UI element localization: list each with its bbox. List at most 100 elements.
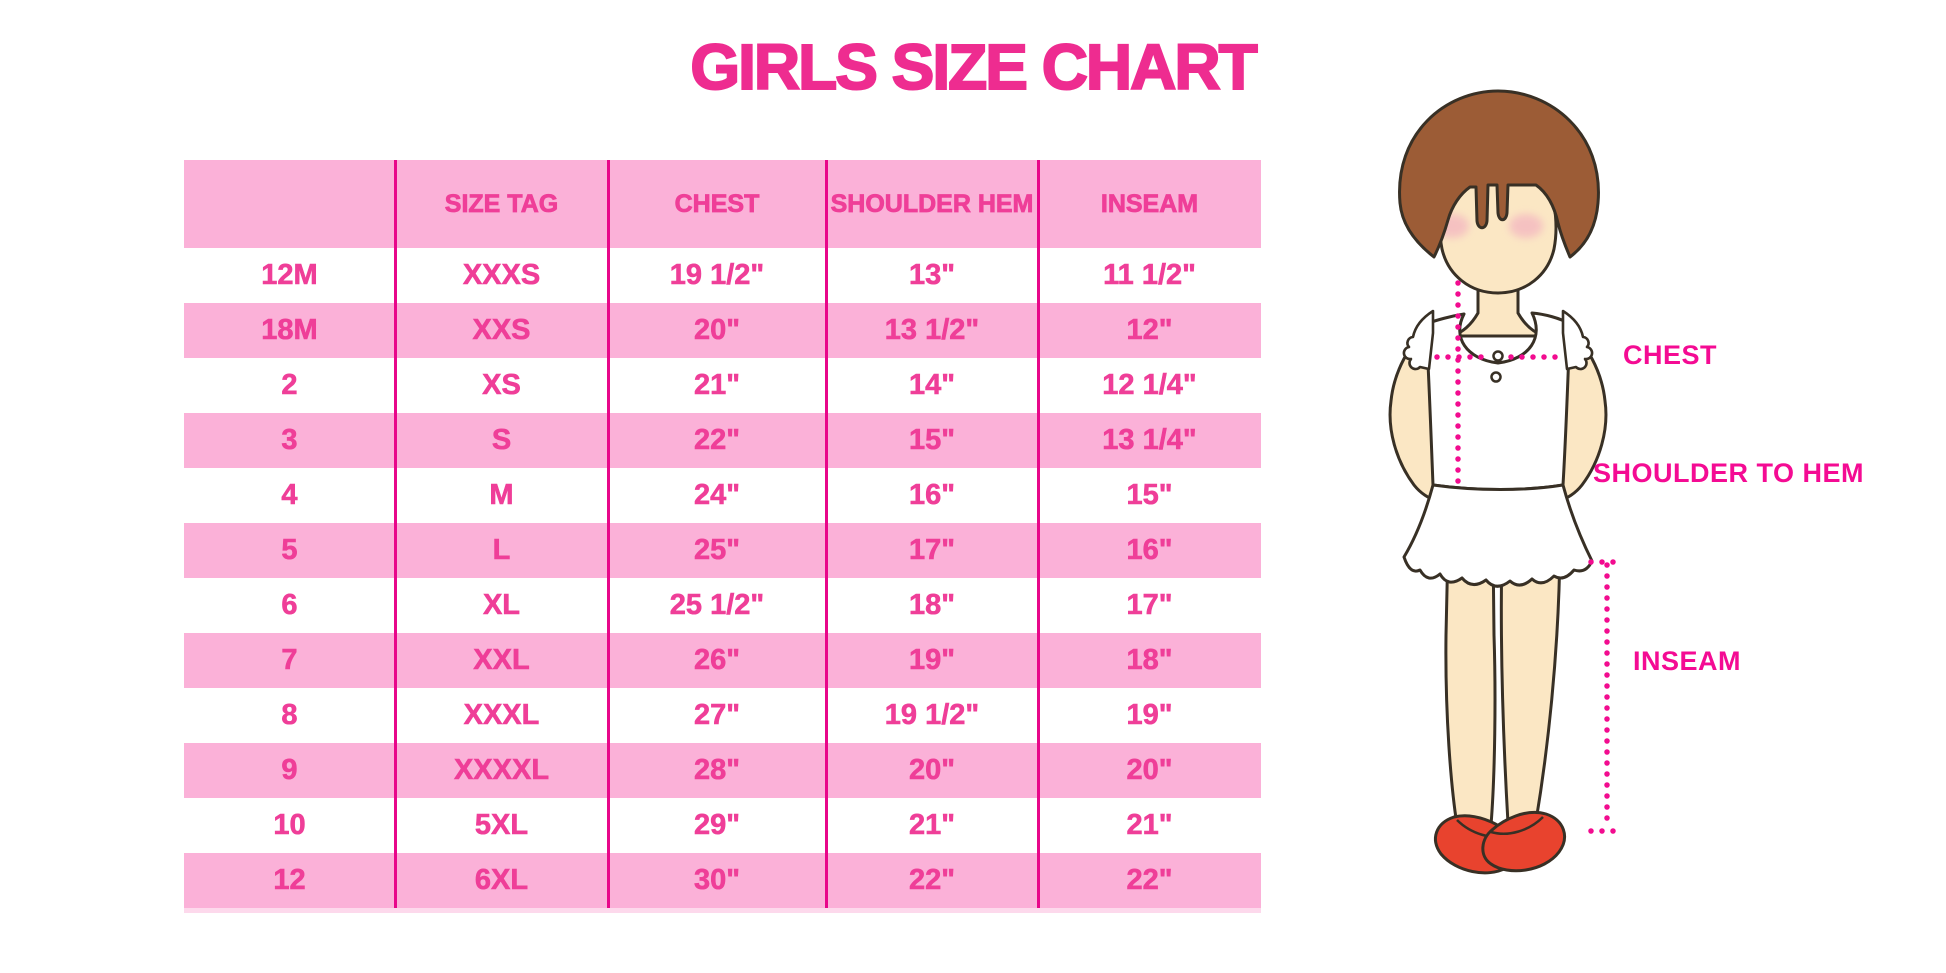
table-cell: 13" [908, 259, 956, 292]
table-cell: 3 [281, 424, 298, 457]
table-cell: 20" [1126, 754, 1173, 787]
table-cell: XXS [472, 314, 531, 347]
table-cell: 25 1/2" [669, 589, 765, 622]
table-row: 2 XS 21" 14" 12 1/4" [184, 358, 1261, 413]
table-cell: 8 [281, 699, 298, 732]
table-cell: XXXXL [453, 754, 550, 787]
girl-hair [1398, 89, 1600, 259]
table-row: SIZE TAG CHEST SHOULDER HEM INSEAM [184, 160, 1261, 248]
column-header [184, 160, 395, 248]
table-cell: 20" [693, 314, 741, 347]
table-cell: 6XL [474, 864, 529, 897]
chest-label: CHEST [1623, 340, 1718, 370]
table-cell: 12M [261, 259, 318, 292]
table-row: 6 XL 25 1/2" 18" 17" [184, 578, 1261, 633]
table-cell: 18" [1126, 644, 1173, 677]
column-divider [606, 160, 610, 908]
table-cell: 19 1/2" [884, 699, 980, 732]
table-row: 7 XXL 26" 19" 18" [184, 633, 1261, 688]
table-cell: M [489, 479, 514, 512]
table-cell: 25" [693, 534, 741, 567]
table-cell: 7 [281, 644, 298, 677]
table-cell: 24" [693, 479, 741, 512]
table-row: 9 XXXXL 28" 20" 20" [184, 743, 1261, 798]
table-row: 4 M 24" 16" 15" [184, 468, 1261, 523]
table-cell: 16" [1126, 534, 1173, 567]
column-header: SIZE TAG [444, 189, 559, 218]
measurement-figure: CHEST SHOULDER TO HEM INSEAM [1330, 75, 1946, 935]
shoulder-to-hem-label: SHOULDER TO HEM [1593, 458, 1865, 488]
table-row: 12M XXXS 19 1/2" 13" 11 1/2" [184, 248, 1261, 303]
button-bottom [1490, 371, 1502, 383]
table-cell: 21" [1126, 809, 1173, 842]
column-divider [824, 160, 828, 908]
table-cell: 10 [273, 809, 306, 842]
table-cell: 26" [693, 644, 741, 677]
table-cell: 9 [281, 754, 298, 787]
table-cell: 27" [693, 699, 741, 732]
table-cell: XXXS [462, 259, 541, 292]
table-cell: 15" [1126, 479, 1173, 512]
table-cell: L [492, 534, 511, 567]
ruffle-left [1402, 309, 1435, 371]
table-cell: S [491, 424, 512, 457]
red-shoes [1434, 811, 1566, 875]
table-cell: 29" [693, 809, 741, 842]
table-cell: 4 [281, 479, 298, 512]
column-divider [1036, 160, 1040, 908]
table-cell: 13 1/4" [1102, 424, 1197, 457]
table-cell: 17" [1126, 589, 1173, 622]
table-row: 18M XXS 20" 13 1/2" 12" [184, 303, 1261, 358]
table-row: 8 XXXL 27" 19 1/2" 19" [184, 688, 1261, 743]
table-cell: 28" [693, 754, 741, 787]
table-cell: 12" [1126, 314, 1173, 347]
table-cell: 18" [908, 589, 956, 622]
table-cell: 14" [908, 369, 956, 402]
table-cell: 20" [908, 754, 956, 787]
column-divider [393, 160, 397, 908]
table-cell: 18M [261, 314, 318, 347]
table-header-row: SIZE TAG CHEST SHOULDER HEM INSEAM [184, 160, 1261, 248]
dress-skirt [1402, 483, 1594, 588]
table-body: 12M XXXS 19 1/2" 13" 11 1/2" 18M XXS 20" 13 1/2"… [184, 248, 1261, 908]
page-title: GIRLS SIZE CHART [689, 30, 1258, 104]
table-cell: 5 [281, 534, 298, 567]
girls-size-table: SIZE TAG CHEST SHOULDER HEM INSEAM 12M XXXS 1… [184, 160, 1261, 913]
table-cell: 13 1/2" [884, 314, 980, 347]
table-cell: XXXL [463, 699, 540, 732]
table-cell: 11 1/2" [1103, 259, 1196, 292]
table-cell: 30" [693, 864, 741, 897]
table-cell: XXL [473, 644, 530, 677]
table-row: 12 6XL 30" 22" 22" [184, 853, 1261, 908]
table-cell: 22" [1126, 864, 1173, 897]
table-cell: 2 [281, 369, 298, 402]
button-top [1492, 350, 1504, 362]
inseam-label: INSEAM [1633, 646, 1742, 676]
column-header: SHOULDER HEM [830, 189, 1034, 218]
table-cell: 19" [908, 644, 956, 677]
table-cell: 16" [908, 479, 956, 512]
girl-legs [1444, 543, 1562, 839]
table-cell: 12 [273, 864, 306, 897]
table-cell: 21" [693, 369, 741, 402]
table-cell: 19" [1126, 699, 1173, 732]
table-cell: 12 1/4" [1102, 369, 1197, 402]
table-cell: 21" [908, 809, 956, 842]
ruffle-right [1561, 309, 1594, 371]
table-cell: 19 1/2" [669, 259, 765, 292]
table-cell: 22" [693, 424, 741, 457]
table-row: 3 S 22" 15" 13 1/4" [184, 413, 1261, 468]
blush-right [1509, 214, 1543, 238]
table-bottom-edge [184, 908, 1261, 913]
column-header: CHEST [674, 189, 760, 218]
table-cell: 15" [908, 424, 956, 457]
table-cell: 5XL [474, 809, 529, 842]
table-row: 5 L 25" 17" 16" [184, 523, 1261, 578]
table-cell: 17" [908, 534, 956, 567]
table-cell: 22" [908, 864, 956, 897]
girl-illustration [1388, 89, 1626, 875]
table-cell: XS [482, 369, 521, 402]
column-header: INSEAM [1100, 189, 1199, 218]
dress-bodice [1424, 311, 1572, 491]
table-cell: XL [482, 589, 521, 622]
